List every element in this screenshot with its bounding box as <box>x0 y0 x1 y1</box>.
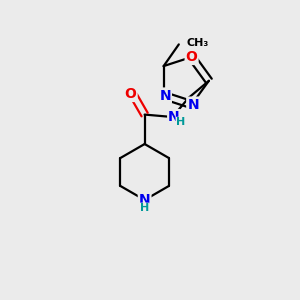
Text: N: N <box>168 110 180 124</box>
Text: N: N <box>159 88 171 103</box>
Text: O: O <box>125 87 136 101</box>
Text: CH₃: CH₃ <box>186 38 208 48</box>
Text: N: N <box>187 98 199 112</box>
Text: N: N <box>139 193 150 207</box>
Text: H: H <box>140 203 149 213</box>
Text: O: O <box>186 50 197 64</box>
Text: H: H <box>176 117 185 127</box>
